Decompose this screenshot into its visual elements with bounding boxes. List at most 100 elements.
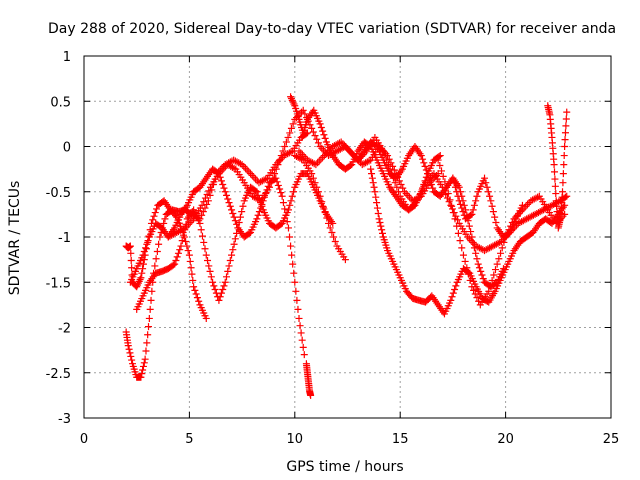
data-point <box>150 212 158 220</box>
data-point <box>156 233 164 241</box>
data-point <box>438 167 446 175</box>
data-point <box>297 329 305 337</box>
data-point <box>142 347 150 355</box>
data-point <box>299 106 307 114</box>
data-point <box>421 162 429 170</box>
data-point <box>152 255 160 263</box>
data-point <box>490 271 498 279</box>
data-point <box>294 305 302 313</box>
data-point <box>368 174 376 182</box>
data-point <box>145 314 153 322</box>
data-point <box>341 256 349 264</box>
data-point <box>267 179 275 187</box>
data-point <box>311 132 319 140</box>
data-point <box>307 391 315 399</box>
data-point <box>147 296 155 304</box>
data-point <box>467 228 475 236</box>
data-point <box>426 177 434 185</box>
data-point <box>487 197 495 205</box>
data-point <box>563 108 571 116</box>
data-point <box>316 120 324 128</box>
data-point <box>176 246 184 254</box>
data-point <box>368 170 376 178</box>
data-point <box>473 255 481 263</box>
x-tick-label: 5 <box>185 432 193 447</box>
data-point <box>153 205 161 213</box>
data-point <box>203 190 211 198</box>
data-point <box>469 206 477 214</box>
data-point <box>169 261 177 269</box>
data-point <box>205 187 213 195</box>
data-point <box>209 278 217 286</box>
data-point <box>460 201 468 209</box>
data-point <box>313 183 321 191</box>
data-point <box>204 257 212 265</box>
data-point <box>127 249 135 257</box>
data-point <box>284 206 292 214</box>
data-point <box>144 237 152 245</box>
data-point <box>287 124 295 132</box>
data-point <box>225 262 233 270</box>
data-point <box>335 139 343 147</box>
data-point <box>314 188 322 196</box>
data-point <box>202 251 210 259</box>
data-point <box>160 219 168 227</box>
data-point <box>497 249 505 257</box>
data-point <box>346 162 354 170</box>
data-point <box>139 265 147 273</box>
data-point <box>277 189 285 197</box>
x-tick-label: 20 <box>497 432 514 447</box>
data-point <box>128 264 136 272</box>
data-point <box>235 219 243 227</box>
data-point <box>191 286 199 294</box>
data-point <box>561 210 569 218</box>
data-point <box>200 238 208 246</box>
data-point <box>472 249 480 257</box>
data-point <box>253 188 261 196</box>
data-point <box>298 108 306 116</box>
y-axis-label: SDTVAR / TECUs <box>7 181 23 296</box>
data-point <box>207 273 215 281</box>
series-arc-07 <box>287 93 444 214</box>
data-point <box>328 228 336 236</box>
data-point <box>319 127 327 135</box>
data-point <box>455 183 463 191</box>
data-point <box>278 192 286 200</box>
data-point <box>144 331 152 339</box>
data-point <box>231 217 239 225</box>
data-point <box>145 323 153 331</box>
data-point <box>399 184 407 192</box>
data-point <box>139 260 147 268</box>
data-point <box>146 305 154 313</box>
data-point <box>184 247 192 255</box>
data-point <box>262 175 270 183</box>
data-point <box>379 147 387 155</box>
data-point <box>456 237 464 245</box>
data-point <box>326 224 334 232</box>
data-point <box>308 170 316 178</box>
data-point <box>247 170 255 178</box>
data-point <box>331 238 339 246</box>
data-point <box>551 182 559 190</box>
series-arc-04 <box>302 360 315 399</box>
data-point <box>128 356 136 364</box>
data-point <box>559 179 567 187</box>
data-point <box>444 190 452 198</box>
data-point <box>373 204 381 212</box>
data-point <box>435 152 443 160</box>
data-point <box>427 181 435 189</box>
data-point <box>228 206 236 214</box>
y-tick-label: -1 <box>58 231 71 246</box>
data-point <box>161 215 169 223</box>
data-point <box>377 222 385 230</box>
data-point <box>245 229 253 237</box>
data-point <box>286 201 294 209</box>
data-point <box>561 136 569 144</box>
data-point <box>293 296 301 304</box>
y-tick-label: -0.5 <box>46 186 71 201</box>
data-point <box>226 257 234 265</box>
data-point <box>463 211 471 219</box>
data-point <box>495 255 503 263</box>
y-tick-label: 0.5 <box>50 95 71 110</box>
data-point <box>211 285 219 293</box>
